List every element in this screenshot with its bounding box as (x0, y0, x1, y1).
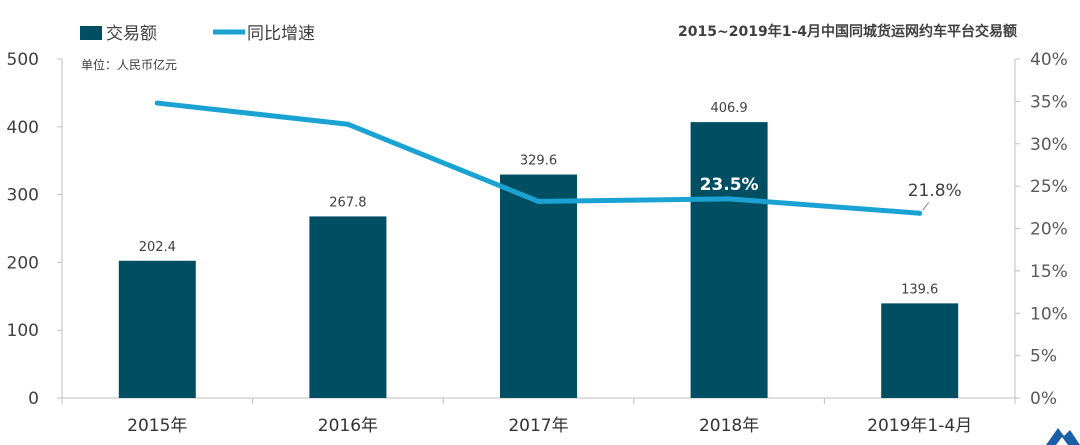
bar (500, 174, 577, 398)
unit-label: 单位：人民币亿元 (81, 57, 177, 72)
bar-value-label: 139.6 (901, 282, 938, 297)
y-right-tick-label: 0% (1030, 389, 1057, 409)
growth-point-label: 21.8% (908, 181, 962, 201)
bar-value-label: 329.6 (520, 154, 557, 169)
growth-point (917, 210, 923, 216)
y-left-tick-label: 0 (28, 389, 39, 409)
legend-label-bar: 交易额 (106, 24, 157, 44)
bar-value-label: 202.4 (139, 240, 176, 255)
x-tick-label: 2016年 (318, 416, 378, 436)
legend-swatch-bar (80, 26, 102, 40)
x-tick-label: 2017年 (508, 416, 568, 436)
y-right-tick-label: 35% (1030, 92, 1068, 112)
bar-value-label: 267.8 (329, 195, 366, 210)
y-left-ticks: 0 100 200 300 400 500 (7, 50, 62, 409)
y-right-ticks: 0% 5% 10% 15% 20% 25% 30% 35% 40% (1015, 50, 1068, 409)
logo-mark-icon (1046, 428, 1080, 445)
y-right-tick-label: 5% (1030, 347, 1057, 367)
point-labels: 23.5% 21.8% (700, 175, 962, 211)
x-tick-label: 2015年 (127, 416, 187, 436)
label-leader-line (922, 201, 930, 211)
bar-labels: 202.4 267.8 329.6 406.9 139.6 (139, 101, 939, 297)
y-right-tick-label: 40% (1030, 50, 1068, 70)
bars (118, 122, 959, 399)
y-right-tick-label: 30% (1030, 135, 1068, 155)
growth-point (536, 198, 541, 204)
growth-point (154, 100, 160, 106)
growth-point (726, 196, 732, 202)
line-series (154, 100, 923, 216)
legend-label-line: 同比增速 (247, 24, 315, 44)
y-left-tick-label: 200 (7, 253, 39, 273)
x-ticks: 2015年 2016年 2017年 2018年 2019年1-4月 (61, 398, 1016, 436)
chart-title: 2015~2019年1-4月中国同城货运网约车平台交易额 (678, 23, 1017, 40)
y-left-tick-label: 400 (7, 118, 39, 138)
x-tick-label: 2018年 (699, 416, 759, 436)
y-left-tick-label: 300 (7, 186, 39, 206)
legend: 交易额 同比增速 (80, 24, 315, 44)
y-right-tick-label: 15% (1030, 262, 1068, 282)
bar (881, 303, 959, 398)
bar (118, 260, 196, 398)
y-right-tick-label: 25% (1030, 177, 1068, 197)
bar (309, 216, 387, 398)
y-right-tick-label: 10% (1030, 304, 1068, 324)
x-tick-label: 2019年1-4月 (867, 416, 972, 436)
bar-value-label: 406.9 (710, 101, 747, 116)
y-left-tick-label: 500 (7, 50, 39, 70)
growth-point-label: 23.5% (700, 175, 759, 195)
y-right-tick-label: 20% (1030, 220, 1068, 240)
y-left-tick-label: 100 (7, 321, 39, 341)
growth-point (345, 121, 351, 127)
bar (690, 122, 768, 399)
